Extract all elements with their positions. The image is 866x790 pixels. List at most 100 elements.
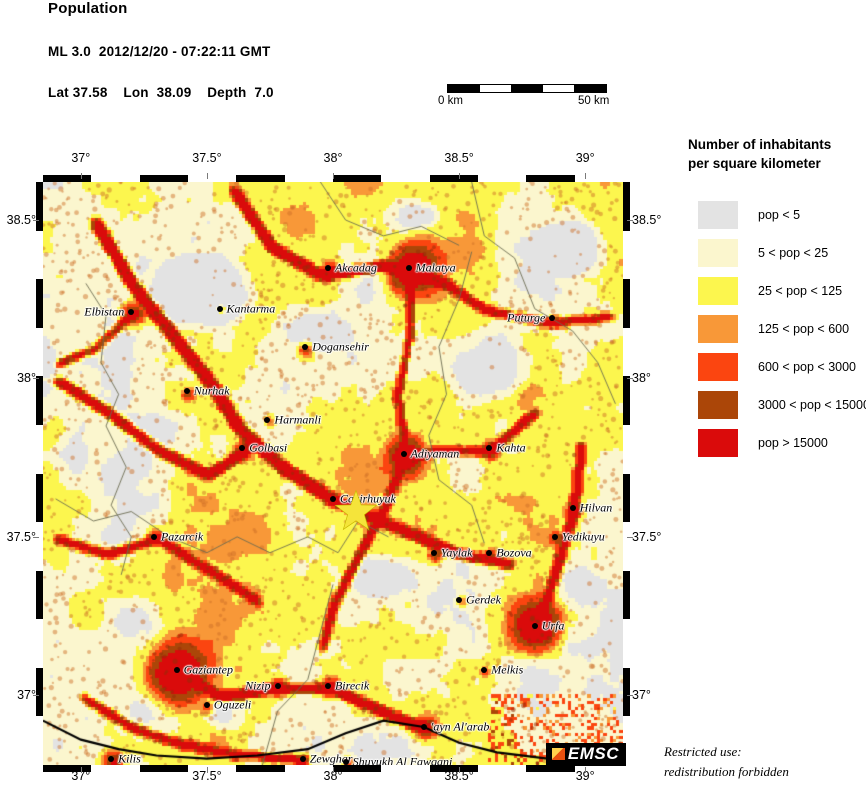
city-marker[interactable]: [531, 622, 538, 629]
city-marker[interactable]: [302, 343, 309, 350]
legend-row: 125 < pop < 600: [688, 310, 863, 348]
x-axis-label-bottom: 37°: [71, 769, 91, 783]
city-label: Adiyaman: [410, 446, 460, 461]
scale-seg-3: [511, 85, 543, 92]
axis-tick: [33, 695, 39, 697]
legend-swatch: [698, 352, 738, 381]
emsc-logo-badge: EMSC: [545, 743, 626, 766]
scale-bar: [447, 84, 607, 93]
x-axis-label-bottom: 37.5°: [192, 769, 222, 783]
restricted-use-note: Restricted use: redistribution forbidden: [664, 742, 789, 781]
y-axis-label-right: 37°: [632, 688, 651, 703]
legend-title: Number of inhabitants per square kilomet…: [688, 136, 863, 174]
y-axis-label-left: 38.5°: [6, 213, 36, 228]
city-label: Oguzeli: [213, 697, 252, 712]
city-marker[interactable]: [549, 315, 556, 322]
scale-seg-1: [448, 85, 480, 92]
axis-tick: [33, 378, 39, 380]
city-marker[interactable]: [456, 597, 463, 604]
city-label: Birecik: [334, 678, 370, 693]
city-marker[interactable]: [405, 264, 412, 271]
scale-seg-4: [542, 85, 575, 92]
x-axis-label-top: 38°: [323, 151, 343, 165]
city-marker[interactable]: [400, 451, 407, 458]
legend-row: pop > 15000: [688, 424, 863, 462]
city-label: Golbasi: [249, 440, 288, 455]
city-label: Harmanli: [274, 412, 322, 427]
city-marker[interactable]: [569, 505, 576, 512]
scale-seg-2: [479, 85, 512, 92]
city-label: Malatya: [415, 260, 456, 275]
city-marker[interactable]: [128, 308, 135, 315]
city-marker[interactable]: [420, 723, 427, 730]
legend-label: 3000 < pop < 15000: [758, 397, 866, 412]
legend-swatch: [698, 428, 738, 457]
city-marker[interactable]: [430, 549, 437, 556]
city-marker[interactable]: [330, 495, 336, 502]
map-frame-right: [623, 178, 630, 769]
city-marker[interactable]: [183, 388, 190, 395]
city-marker[interactable]: [324, 682, 331, 689]
x-axis-label-top: 37.5°: [192, 151, 222, 165]
legend-swatch: [698, 200, 738, 229]
city-marker[interactable]: [324, 264, 331, 271]
city-marker[interactable]: [551, 533, 558, 540]
legend-swatch: [698, 276, 738, 305]
population-density-raster: [43, 182, 623, 765]
axis-tick: [585, 173, 587, 179]
city-label: Akcadag: [334, 260, 377, 275]
header-block: Population ML 3.0 2012/12/20 - 07:22:11 …: [0, 0, 866, 135]
city-label: Pazarcik: [160, 529, 204, 544]
legend-row: pop < 5: [688, 196, 863, 234]
legend-row: 25 < pop < 125: [688, 272, 863, 310]
map-viewport[interactable]: Akcadag Malatya Elbistan Kantarma Puturge Dog…: [43, 182, 623, 765]
legend-swatch: [698, 314, 738, 343]
city-marker[interactable]: [264, 416, 271, 423]
city-marker[interactable]: [486, 445, 493, 452]
city-marker[interactable]: [299, 755, 306, 762]
city-marker[interactable]: [216, 305, 223, 312]
axis-tick: [627, 378, 633, 380]
axis-tick: [627, 695, 633, 697]
city-marker[interactable]: [342, 758, 349, 765]
city-label: Shuyukh Al Fawqani: [352, 754, 453, 765]
city-label: Gerdek: [466, 592, 501, 607]
legend-row: 600 < pop < 3000: [688, 348, 863, 386]
city-label: Melkis: [491, 662, 524, 677]
y-axis-label-right: 38°: [632, 371, 651, 386]
legend-item-list: pop < 5 5 < pop < 25 25 < pop < 125 125 < p…: [688, 196, 866, 462]
legend-label: 600 < pop < 3000: [758, 359, 857, 374]
city-marker[interactable]: [274, 682, 281, 689]
legend-title-line1: Number of inhabitants: [688, 137, 832, 152]
legend-label: 125 < pop < 600: [758, 321, 850, 336]
y-axis-label-right: 38.5°: [632, 213, 662, 228]
epicenter-star-icon[interactable]: [334, 489, 378, 534]
legend-swatch: [698, 238, 738, 267]
city-marker[interactable]: [173, 666, 180, 673]
axis-tick: [333, 173, 334, 179]
legend-swatch: [698, 390, 738, 419]
axis-tick: [459, 173, 461, 179]
legend-panel: Number of inhabitants per square kilomet…: [688, 136, 866, 462]
axis-tick: [80, 767, 82, 773]
emsc-mark-icon: [551, 748, 565, 761]
city-marker[interactable]: [486, 549, 493, 556]
note-line-1: Restricted use:: [664, 744, 742, 759]
city-label: Gaziantep: [183, 662, 233, 677]
axis-tick: [333, 767, 334, 773]
city-label: Yaylak: [440, 545, 473, 560]
city-marker[interactable]: [150, 533, 157, 540]
city-label: Kilis: [118, 751, 141, 765]
city-marker[interactable]: [481, 666, 488, 673]
map-frame-left: [36, 178, 43, 769]
x-axis-label-top: 37°: [71, 151, 91, 165]
legend-label: 25 < pop < 125: [758, 283, 843, 298]
city-label: Nurhak: [193, 383, 230, 398]
x-axis-label-bottom: 38°: [323, 769, 343, 783]
city-marker[interactable]: [239, 445, 246, 452]
city-label: Kantarma: [226, 301, 276, 316]
city-marker[interactable]: [203, 701, 210, 708]
x-axis-label-top: 38.5°: [444, 151, 474, 165]
city-marker[interactable]: [108, 755, 115, 762]
map-panel[interactable]: Akcadag Malatya Elbistan Kantarma Puturge Dog…: [36, 175, 630, 772]
